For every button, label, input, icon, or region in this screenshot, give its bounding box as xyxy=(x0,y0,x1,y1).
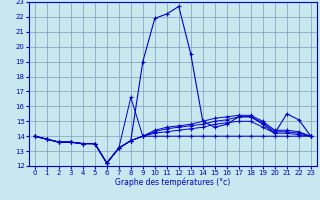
X-axis label: Graphe des températures (°c): Graphe des températures (°c) xyxy=(115,178,230,187)
